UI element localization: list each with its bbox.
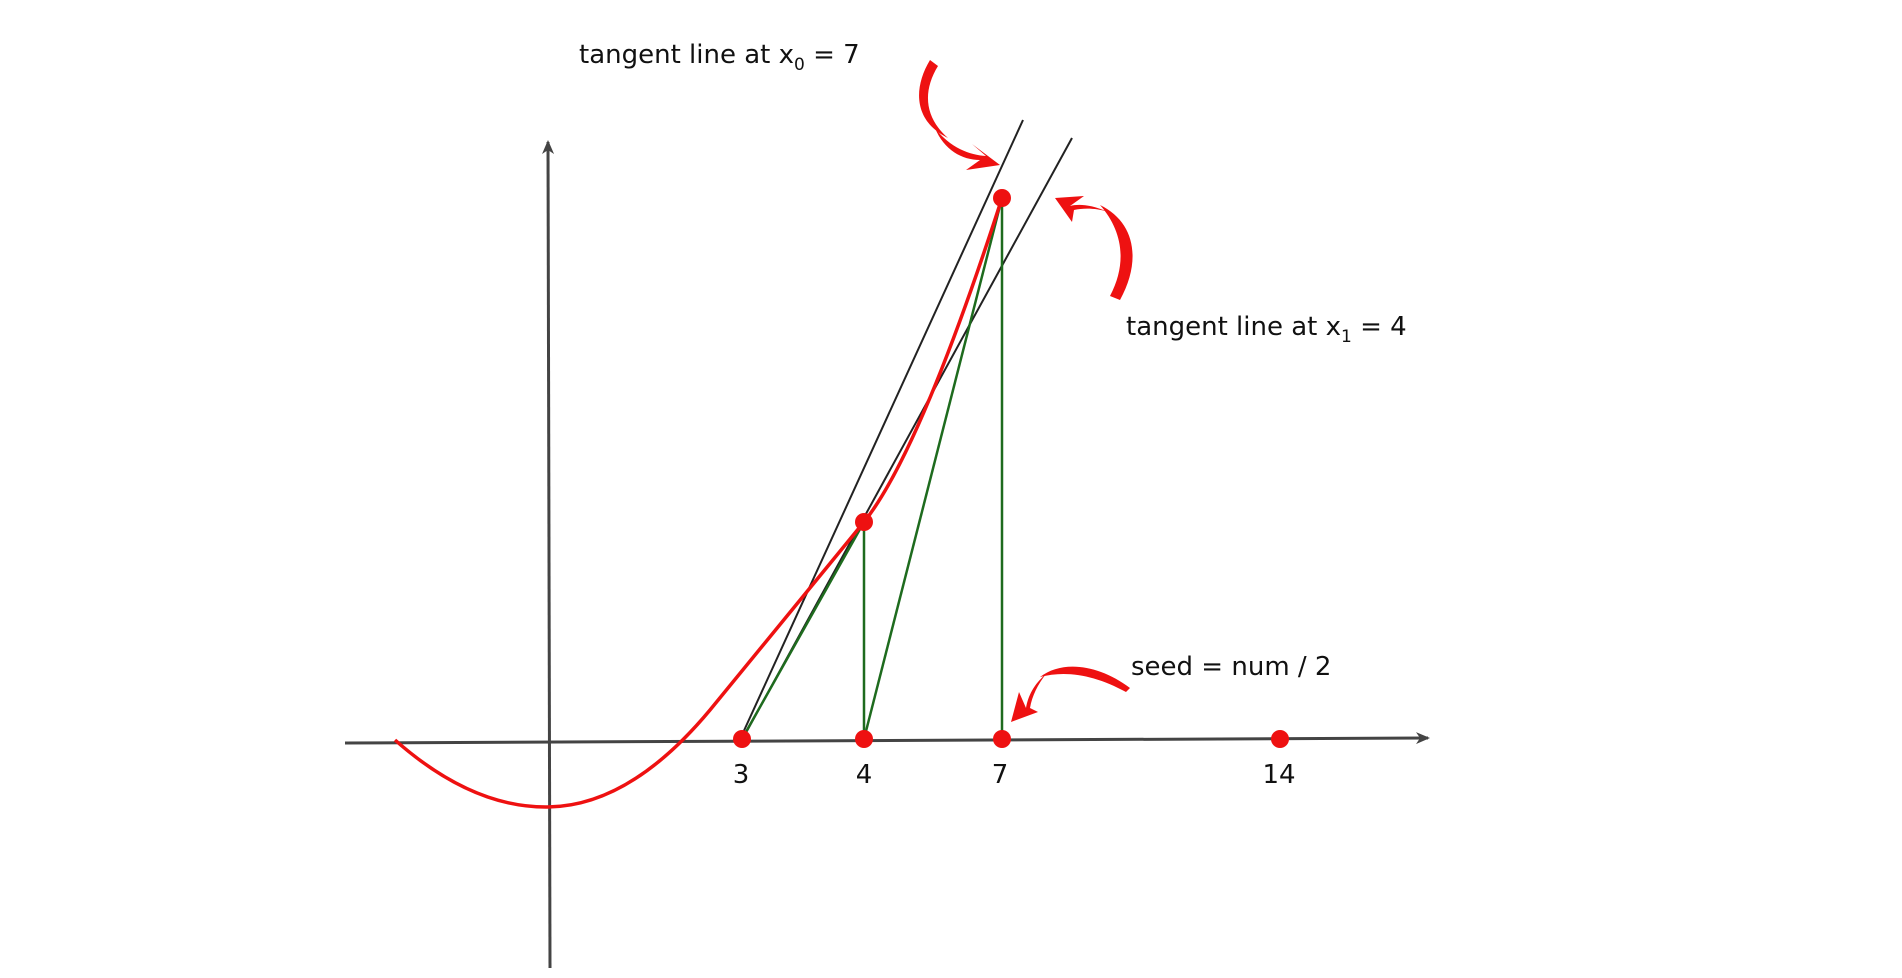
x-axis <box>344 732 1430 745</box>
tangent-line-x0 <box>741 119 1024 736</box>
label-tangent-x0-suffix: = 7 <box>805 40 860 70</box>
y-axis <box>542 140 555 969</box>
label-tangent-x1: tangent line at x1 = 4 <box>1126 312 1407 347</box>
arrow-tangent-x1 <box>1055 196 1133 300</box>
point-x4 <box>855 730 873 748</box>
newton-iteration-lines <box>740 197 1004 740</box>
function-curve <box>393 197 1004 809</box>
label-tangent-x0: tangent line at x0 = 7 <box>579 40 860 75</box>
label-tangent-x0-sub: 0 <box>794 55 805 75</box>
tick-label-3: 3 <box>733 760 750 790</box>
tick-label-14: 14 <box>1262 760 1295 790</box>
arrow-tangent-x0 <box>919 60 1000 170</box>
point-x7 <box>993 730 1011 748</box>
label-tangent-x1-suffix: = 4 <box>1352 312 1407 342</box>
point-x14 <box>1271 730 1289 748</box>
label-seed: seed = num / 2 <box>1131 652 1331 682</box>
arrow-seed <box>1011 666 1130 722</box>
point-curve-x4 <box>855 513 873 531</box>
green-secant-x1 <box>740 521 866 740</box>
label-tangent-x1-sub: 1 <box>1341 327 1352 347</box>
tick-label-4: 4 <box>856 760 873 790</box>
point-curve-x7 <box>993 189 1011 207</box>
green-secant-x0 <box>862 197 1004 740</box>
label-tangent-x0-prefix: tangent line at x <box>579 40 794 70</box>
tick-label-7: 7 <box>992 760 1009 790</box>
point-x3 <box>733 730 751 748</box>
label-tangent-x1-prefix: tangent line at x <box>1126 312 1341 342</box>
points <box>733 189 1289 748</box>
